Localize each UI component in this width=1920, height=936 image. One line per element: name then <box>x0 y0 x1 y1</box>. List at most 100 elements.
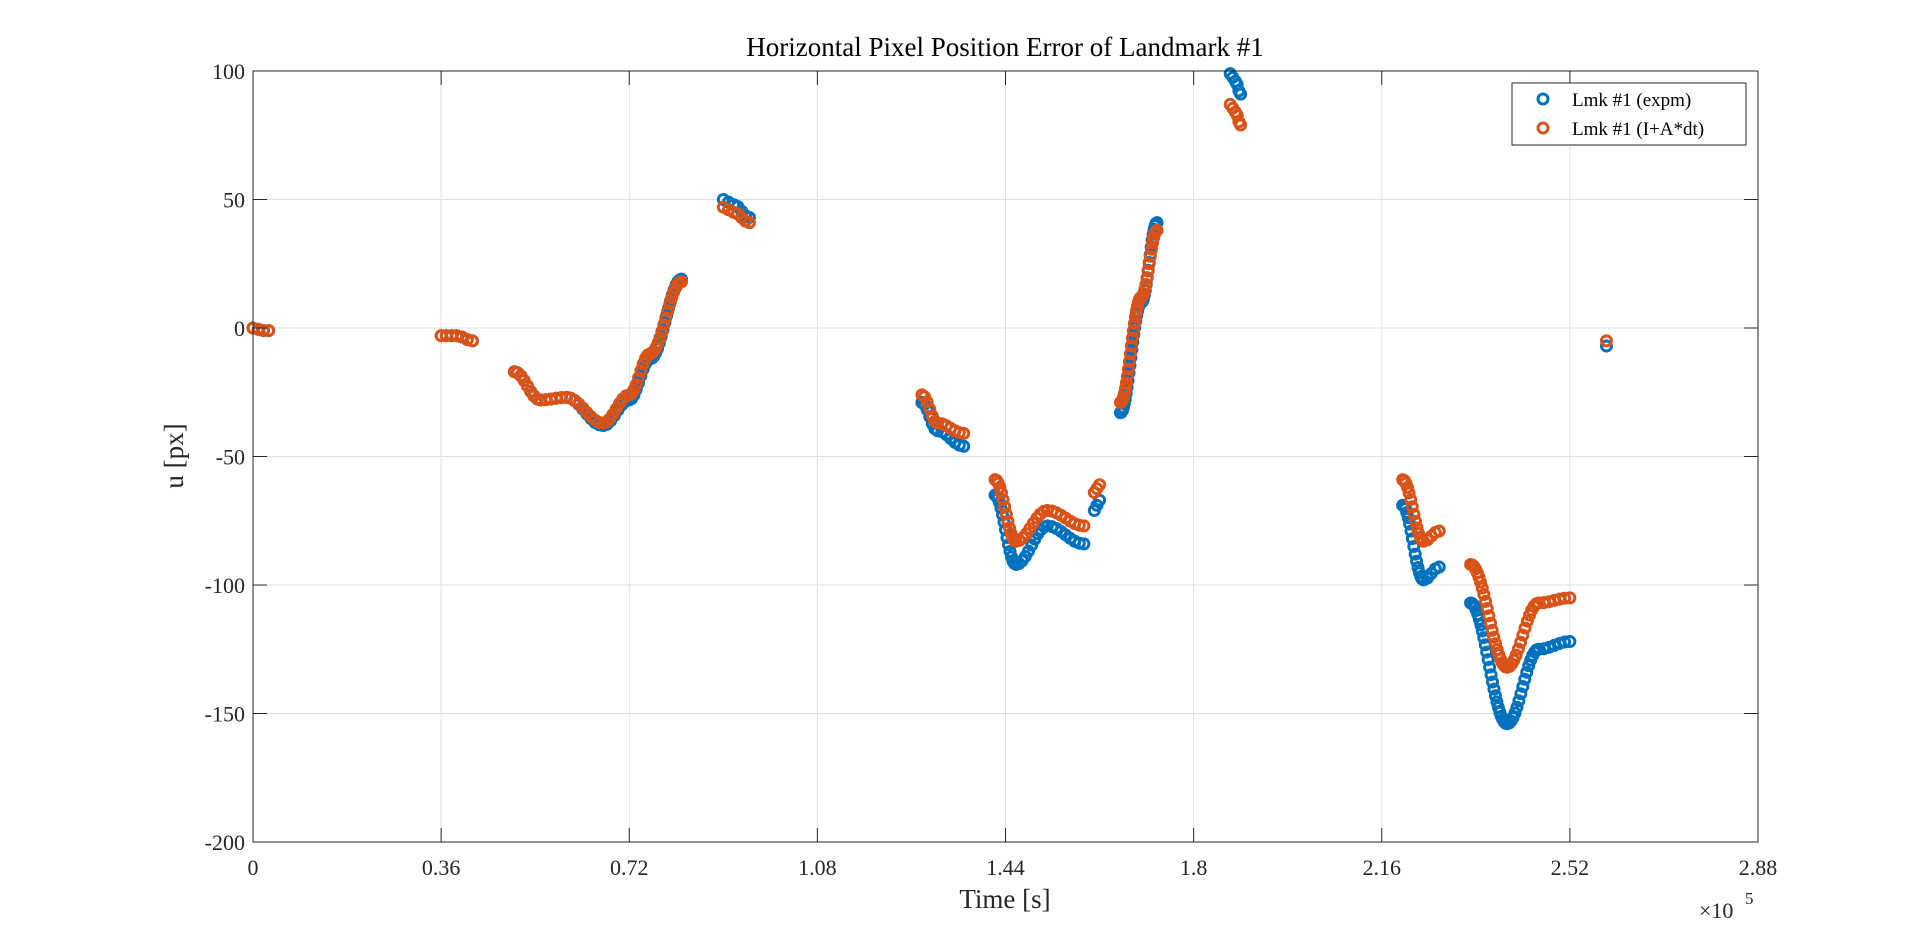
data-point <box>1511 642 1525 656</box>
legend-label-expm: Lmk #1 (expm) <box>1572 90 1691 111</box>
data-point <box>998 500 1012 514</box>
data-point <box>1489 637 1503 651</box>
data-point <box>1483 660 1497 674</box>
data-point <box>1512 694 1526 708</box>
data-point <box>1150 223 1164 237</box>
legend: Lmk #1 (expm) Lmk #1 (I+A*dt) <box>1511 82 1747 146</box>
data-point <box>920 395 934 409</box>
data-point <box>1124 339 1138 353</box>
data-point <box>632 371 646 385</box>
x-tick-label: 0.36 <box>422 855 461 880</box>
series-1 <box>246 97 1613 674</box>
data-point <box>1234 118 1248 132</box>
data-point <box>1484 616 1498 630</box>
data-point <box>1077 537 1091 551</box>
data-point <box>661 304 675 318</box>
data-point <box>256 324 270 338</box>
legend-marker-iadt <box>1536 121 1550 135</box>
y-tick-label: -200 <box>205 830 245 855</box>
data-point <box>1400 480 1414 494</box>
x-tick-label: 1.44 <box>986 855 1025 880</box>
data-point <box>659 311 673 325</box>
x-multiplier-base: ×10 <box>1699 898 1733 923</box>
data-point <box>262 324 276 338</box>
data-point <box>999 507 1013 521</box>
data-point <box>1123 347 1137 361</box>
data-point <box>1141 264 1155 278</box>
data-point <box>1475 581 1489 595</box>
data-point <box>1119 376 1133 390</box>
x-tick-label: 0.72 <box>610 855 649 880</box>
data-point <box>1234 87 1248 101</box>
data-point <box>1118 381 1132 395</box>
data-point <box>1484 668 1498 682</box>
data-point <box>1482 609 1496 623</box>
data-point <box>1487 682 1501 696</box>
data-point <box>994 486 1008 500</box>
x-axis-title: Time [s] <box>959 884 1050 914</box>
data-point <box>1138 283 1152 297</box>
data-point <box>1518 621 1532 635</box>
data-point <box>1142 257 1156 271</box>
data-point <box>1093 478 1107 492</box>
data-point <box>1563 591 1577 605</box>
data-point <box>993 480 1007 494</box>
data-point <box>1121 362 1135 376</box>
data-point <box>663 297 677 311</box>
data-point <box>1402 486 1416 500</box>
data-point <box>655 324 669 338</box>
data-point <box>1479 594 1493 608</box>
data-point <box>923 402 937 416</box>
x-tick-label: 0 <box>248 855 259 880</box>
data-point <box>1143 249 1157 263</box>
x-tick-label: 2.16 <box>1363 855 1402 880</box>
data-point <box>1516 628 1530 642</box>
data-point <box>1518 672 1532 686</box>
data-point <box>742 216 756 230</box>
x-tick-label: 1.08 <box>798 855 837 880</box>
y-tick-label: -50 <box>216 445 245 470</box>
x-tick-label: 2.88 <box>1739 855 1778 880</box>
data-point <box>1077 519 1091 533</box>
data-point <box>1477 587 1491 601</box>
data-point <box>1474 575 1488 589</box>
axis-ticks: 0 0.36 0.72 1.08 1.44 1.8 2.16 2.52 2.88 100 50 0 -5… <box>205 59 1778 880</box>
data-point <box>1558 635 1572 649</box>
data-point <box>1120 369 1134 383</box>
data-point <box>1432 560 1446 574</box>
data-point <box>1485 623 1499 637</box>
data-point <box>653 331 667 345</box>
data-point <box>1001 514 1015 528</box>
data-point <box>1509 648 1523 662</box>
data-point <box>629 378 643 392</box>
data-point <box>1127 317 1141 331</box>
data-point <box>1140 271 1154 285</box>
data-point <box>1516 680 1530 694</box>
y-tick-label: -150 <box>205 702 245 727</box>
data-point <box>634 364 648 378</box>
data-point <box>657 318 671 332</box>
data-point <box>957 439 971 453</box>
x-multiplier: ×10 5 <box>1699 889 1754 923</box>
data-point <box>1520 614 1534 628</box>
data-point <box>465 334 479 348</box>
y-tick-label: 50 <box>223 188 245 213</box>
data-point <box>1558 591 1572 605</box>
data-point <box>996 493 1010 507</box>
legend-label-iadt: Lmk #1 (I+A*dt) <box>1572 119 1704 140</box>
data-point <box>1144 242 1158 256</box>
data-point <box>1514 635 1528 649</box>
data-point <box>675 275 689 289</box>
data-point <box>1122 355 1136 369</box>
x-tick-label: 1.8 <box>1180 855 1208 880</box>
legend-marker-expm <box>1536 92 1550 106</box>
chart-title: Horizontal Pixel Position Error of Landm… <box>746 32 1263 62</box>
data-point <box>1481 653 1495 667</box>
data-point <box>1139 278 1153 292</box>
data-point <box>1480 602 1494 616</box>
data-point <box>957 426 971 440</box>
data-point <box>1405 500 1419 514</box>
data-point <box>1407 539 1421 553</box>
data-point <box>1510 700 1524 714</box>
